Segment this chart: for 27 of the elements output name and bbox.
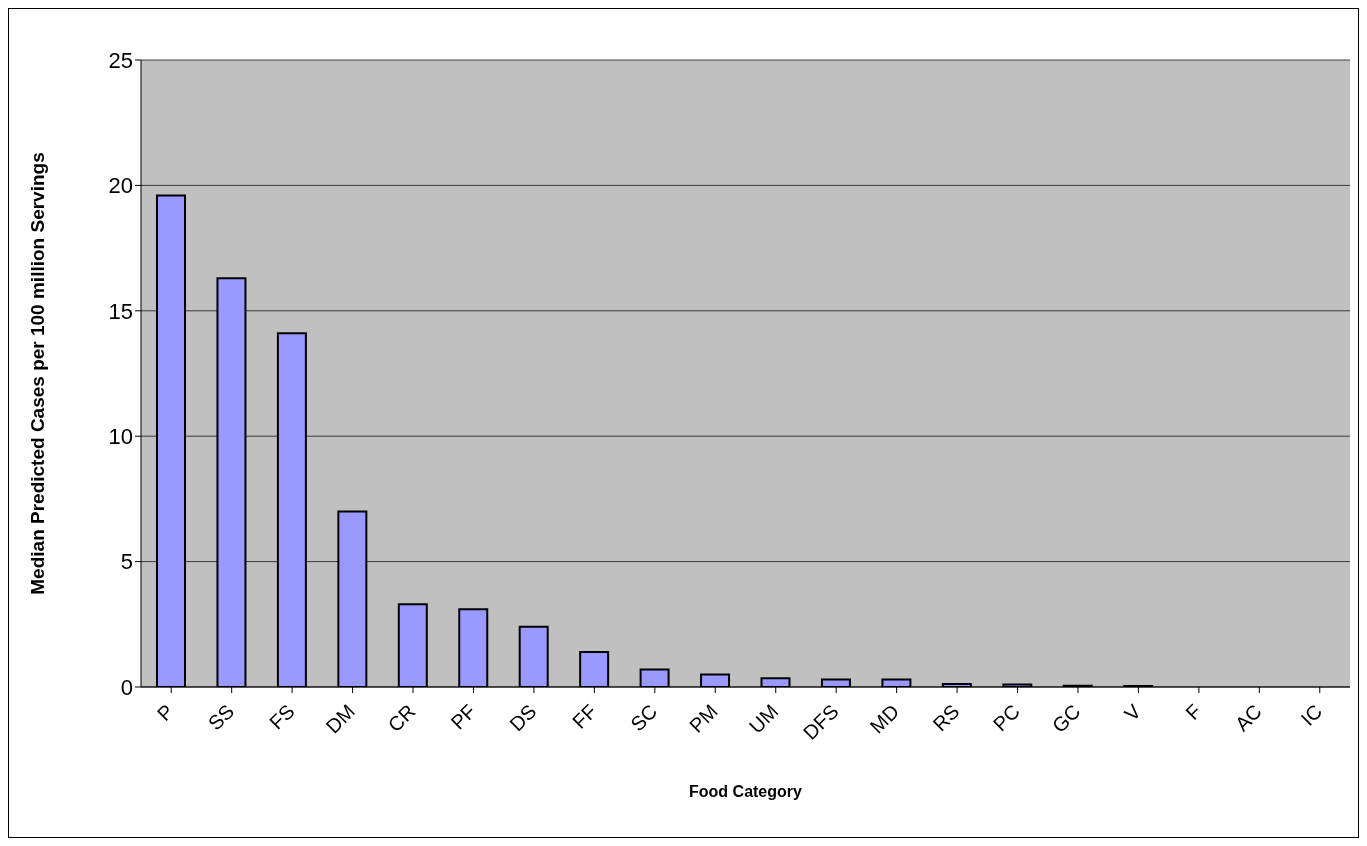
x-tick-label: PM <box>685 700 722 737</box>
x-tick-label: FF <box>568 700 601 733</box>
y-tick-label: 20 <box>108 173 133 199</box>
x-tick-label: RS <box>928 700 964 736</box>
x-tick-label: IC <box>1296 700 1327 730</box>
x-tick-label: FS <box>265 700 299 734</box>
x-tick-label: V <box>1120 699 1146 725</box>
y-tick-label: 5 <box>120 549 133 575</box>
y-tick-label: 25 <box>108 47 133 73</box>
x-tick-label: MD <box>865 700 904 738</box>
x-tick-label: AC <box>1230 700 1266 736</box>
y-tick-label: 10 <box>108 424 133 450</box>
x-tick-label: GC <box>1047 700 1085 737</box>
x-tick-label: PC <box>988 700 1025 736</box>
y-axis-title: Median Predicted Cases per 100 million Servings <box>26 152 48 595</box>
x-tick-label: UM <box>744 700 783 738</box>
x-tick-label: DM <box>321 700 360 738</box>
x-tick-label: P <box>152 700 178 725</box>
x-tick-label: CR <box>383 700 420 736</box>
x-tick-label: DS <box>505 700 541 736</box>
y-tick-label: 0 <box>120 674 133 700</box>
x-axis-title: Food Category <box>689 783 803 800</box>
x-tick-label: SC <box>626 700 662 736</box>
x-tick-label: SS <box>203 700 239 735</box>
x-tick-label: F <box>1181 700 1206 725</box>
x-tick-label: PF <box>446 700 481 734</box>
y-tick-label: 15 <box>108 298 133 324</box>
